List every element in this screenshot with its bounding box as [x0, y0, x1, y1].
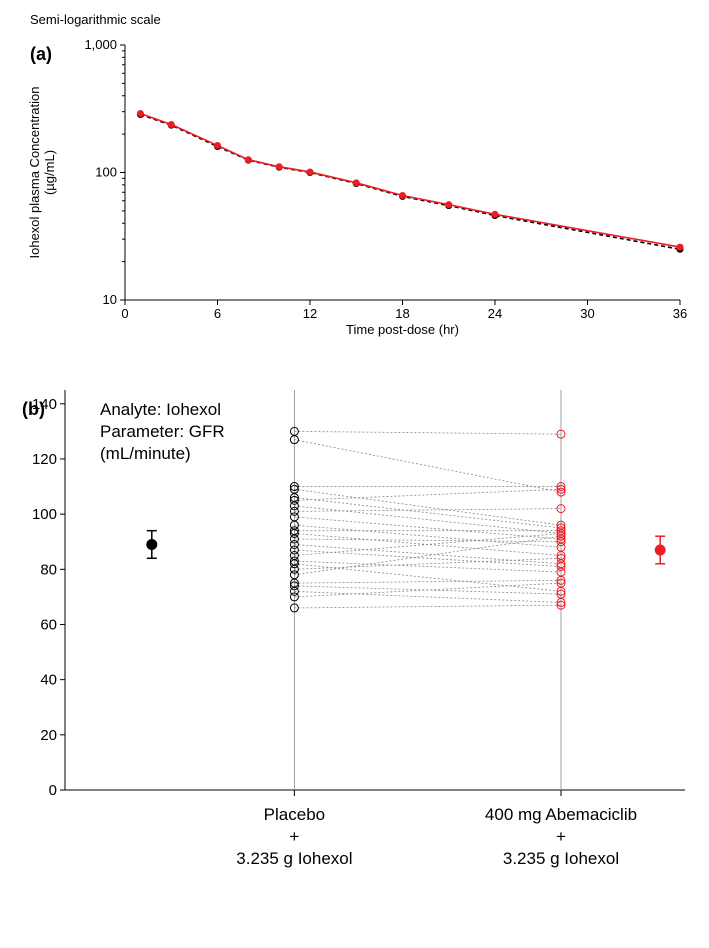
pair-line: [294, 544, 561, 563]
y-tick-label: 0: [49, 782, 57, 799]
category-label: +: [556, 827, 566, 846]
x-tick-label: 6: [214, 306, 221, 321]
annotation-line: (mL/minute): [100, 444, 191, 463]
series-marker: [400, 193, 406, 199]
category-label: 3.235 g Iohexol: [503, 849, 619, 868]
y-axis-title: Iohexol plasma Concentration(µg/mL): [27, 87, 57, 259]
pair-line: [294, 525, 561, 547]
pair-line: [294, 580, 561, 583]
pair-line: [294, 605, 561, 608]
category-label: 400 mg Abemaciclib: [485, 805, 637, 824]
chart-b-svg: (b)020406080100120140Analyte: IohexolPar…: [10, 370, 699, 930]
series-line: [140, 115, 680, 250]
x-tick-label: 18: [395, 306, 409, 321]
panel-a: Semi-logarithmic scale (a) 0 6 12 18 24 30 36 Tim…: [10, 10, 699, 350]
x-tick-label: 0: [121, 306, 128, 321]
category-label: +: [289, 827, 299, 846]
pair-line: [294, 517, 561, 539]
pair-line: [294, 558, 561, 569]
series-marker: [215, 142, 221, 148]
y-tick-label: 60: [40, 616, 57, 633]
series-marker: [446, 202, 452, 208]
y-tick-label: 80: [40, 561, 57, 578]
summary-marker: [655, 545, 665, 555]
series-marker: [492, 211, 498, 217]
category-label: 3.235 g Iohexol: [236, 849, 352, 868]
series-marker: [137, 111, 143, 117]
panel-a-label: (a): [30, 44, 52, 64]
pair-line: [294, 431, 561, 434]
series-marker: [353, 180, 359, 186]
series-marker: [307, 169, 313, 175]
series-marker: [245, 157, 251, 163]
x-tick-label: 12: [303, 306, 317, 321]
annotation-line: Parameter: GFR: [100, 422, 225, 441]
x-tick-label: 24: [488, 306, 502, 321]
x-axis-title: Time post-dose (hr): [346, 322, 459, 337]
y-tick-label: 100: [95, 165, 117, 180]
y-tick-label: 100: [32, 506, 57, 523]
x-tick-label: 30: [580, 306, 594, 321]
summary-marker: [147, 539, 157, 549]
series-marker: [168, 121, 174, 127]
y-tick-label: 1,000: [84, 37, 117, 52]
panel-a-subtitle: Semi-logarithmic scale: [30, 12, 161, 27]
pair-line: [294, 591, 561, 602]
series-marker: [276, 164, 282, 170]
y-tick-label: 10: [103, 292, 117, 307]
panel-b: (b)020406080100120140Analyte: IohexolPar…: [10, 370, 699, 930]
y-tick-label: 140: [32, 396, 57, 413]
y-tick-label: 40: [40, 672, 57, 689]
pair-line: [294, 583, 561, 597]
pair-line: [294, 536, 561, 575]
pair-line: [294, 539, 561, 542]
pair-line: [294, 440, 561, 492]
series-marker: [677, 244, 683, 250]
chart-a-svg: Semi-logarithmic scale (a) 0 6 12 18 24 30 36 Tim…: [10, 10, 699, 350]
category-label: Placebo: [264, 805, 325, 824]
x-tick-label: 36: [673, 306, 687, 321]
y-tick-label: 120: [32, 451, 57, 468]
y-tick-label: 20: [40, 727, 57, 744]
series-line: [140, 114, 680, 248]
annotation-line: Analyte: Iohexol: [100, 400, 221, 419]
pair-line: [294, 498, 561, 528]
pair-line: [294, 561, 561, 572]
